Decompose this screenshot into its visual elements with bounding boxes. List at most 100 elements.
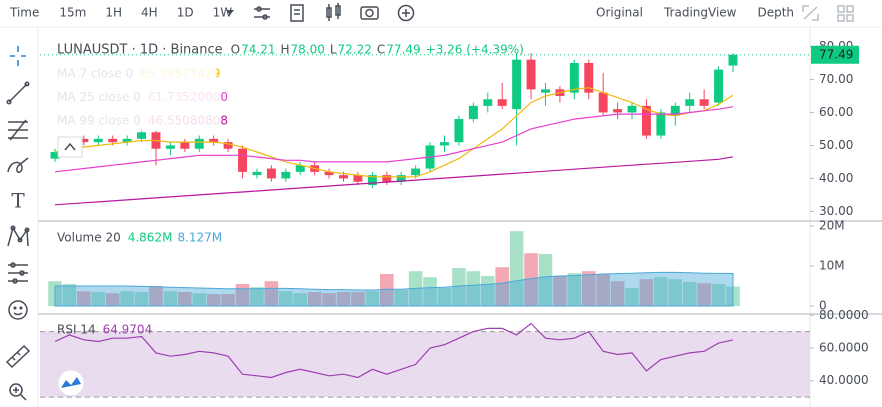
volume-bar xyxy=(105,293,120,306)
layout-icon[interactable] xyxy=(837,5,854,22)
interval-tab[interactable]: 1W xyxy=(213,6,233,20)
volume-bar xyxy=(149,286,163,306)
volume-bar xyxy=(77,291,91,306)
fib-tool[interactable] xyxy=(8,119,28,141)
volume-bar xyxy=(553,276,567,306)
ohlc-label: C xyxy=(377,43,385,57)
prediction-tool[interactable] xyxy=(8,262,28,284)
volume-bar xyxy=(596,274,610,306)
ohlc-label: L xyxy=(330,43,337,57)
volume-bar xyxy=(163,291,178,306)
marks-layer xyxy=(40,53,810,379)
pattern-tool[interactable] xyxy=(7,225,30,247)
view-tab[interactable]: TradingView xyxy=(663,6,737,20)
zoom-tool[interactable] xyxy=(9,383,27,401)
y-tick-label: 70.00 xyxy=(819,72,853,86)
candle-body xyxy=(483,99,493,106)
text-tool[interactable]: T xyxy=(11,189,25,213)
ruler-tool[interactable] xyxy=(5,344,31,369)
candle-body xyxy=(440,142,449,146)
volume-value: 4.862M xyxy=(128,231,173,245)
interval-tab[interactable]: 15m xyxy=(59,6,86,20)
trendline-tool[interactable] xyxy=(6,81,30,105)
y-tick-label: 60.0000 xyxy=(819,341,869,355)
screenshot-icon[interactable] xyxy=(360,6,379,20)
change-label: +3.26 (+4.39%) xyxy=(426,43,524,57)
interval-tab[interactable]: 1D xyxy=(177,6,194,20)
volume-bar xyxy=(567,273,582,306)
candle-body xyxy=(728,54,738,66)
moving-average-line xyxy=(54,106,734,173)
symbol-label: LUNAUSDT · 1D · Binance xyxy=(57,43,223,58)
volume-bar xyxy=(654,277,668,306)
volume-bar xyxy=(682,282,697,306)
candle-body xyxy=(180,142,190,149)
brush-tool[interactable] xyxy=(7,157,29,173)
last-price-box xyxy=(811,45,859,64)
view-tab[interactable]: Depth xyxy=(757,6,794,20)
y-tick-label: 0 xyxy=(819,299,827,313)
crosshair-tool[interactable] xyxy=(10,46,26,66)
last-price-label: 77.49 xyxy=(819,47,853,61)
volume-bar xyxy=(235,284,250,306)
volume-bar xyxy=(221,294,235,306)
volume-bar xyxy=(62,284,77,306)
candle-body xyxy=(223,142,233,149)
volume-bar xyxy=(307,292,322,306)
add-icon[interactable] xyxy=(397,4,415,22)
candle-body xyxy=(411,168,421,176)
volume-bar xyxy=(538,254,553,306)
volume-bar xyxy=(480,276,495,306)
candle-body xyxy=(454,119,464,143)
y-tick-label: 80.0000 xyxy=(819,308,869,322)
fullscreen-icon[interactable] xyxy=(802,5,819,21)
volume-bar xyxy=(336,292,351,306)
volume-bar xyxy=(697,283,711,306)
interval-tab[interactable]: 4H xyxy=(141,6,158,20)
candle-body xyxy=(209,138,219,143)
indicator-icon[interactable] xyxy=(254,6,270,20)
moving-average-line xyxy=(54,156,734,206)
candle-body xyxy=(122,138,132,143)
candle-body xyxy=(714,69,724,103)
candle-body xyxy=(598,92,608,113)
volume-bar xyxy=(524,253,538,306)
emoji-tool[interactable] xyxy=(8,300,28,320)
volume-bar xyxy=(668,279,683,306)
candle-body xyxy=(641,105,651,136)
candle-body xyxy=(295,165,305,172)
rsi-value: 64.9704 xyxy=(103,323,153,337)
volume-bar xyxy=(351,292,365,306)
candle-body xyxy=(367,175,377,186)
ohlc-value: 74.21 xyxy=(241,43,275,57)
legend-box xyxy=(54,64,216,84)
interval-tab[interactable]: 1H xyxy=(105,6,122,20)
volume-bar xyxy=(134,292,149,306)
volume-bar xyxy=(466,271,481,306)
view-tab[interactable]: Original xyxy=(596,6,643,20)
dropdown-icon[interactable] xyxy=(226,10,234,15)
y-tick-label: 50.00 xyxy=(819,138,853,152)
candle-body xyxy=(324,171,334,176)
volume-bar xyxy=(293,293,308,306)
candle-body xyxy=(627,105,637,113)
volume-bar xyxy=(394,290,408,306)
template-icon[interactable] xyxy=(290,4,304,22)
candle-body xyxy=(569,62,579,93)
y-tick-label: 40.0000 xyxy=(819,373,869,387)
candle-body xyxy=(656,112,666,136)
y-tick-label: 30.00 xyxy=(819,204,853,218)
candle-body xyxy=(79,138,89,143)
candle-body xyxy=(526,59,536,90)
volume-bar xyxy=(610,281,625,306)
candle-body xyxy=(281,171,291,179)
chart-type-icon[interactable] xyxy=(326,3,341,21)
legend-box xyxy=(54,88,220,108)
candle-body xyxy=(266,168,276,179)
ohlc-label: O xyxy=(231,43,240,57)
candle-body xyxy=(512,59,522,110)
volume-bar xyxy=(192,293,207,306)
collapse-button[interactable] xyxy=(57,136,83,158)
interval-tab[interactable]: Time xyxy=(9,6,39,20)
